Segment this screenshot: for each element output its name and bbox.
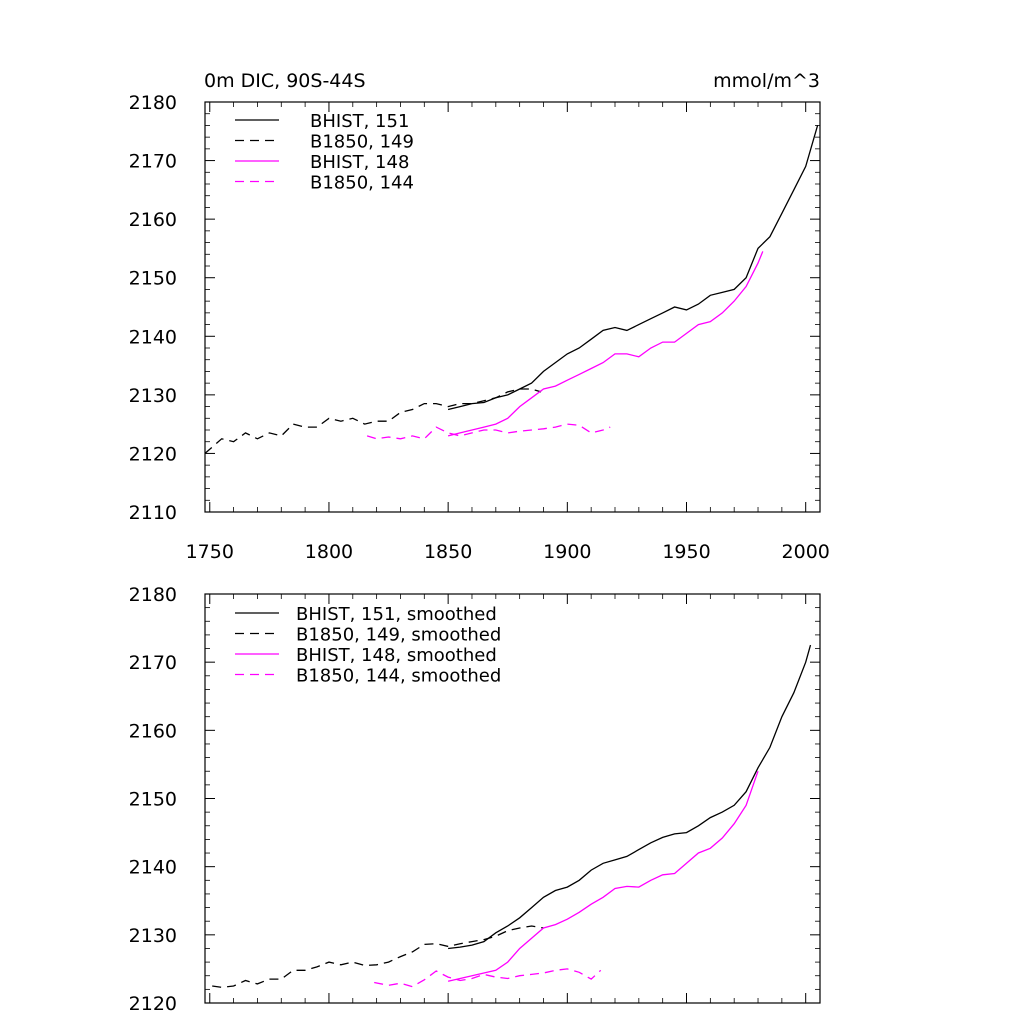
legend-entry: BHIST, 151, smoothed [296, 604, 497, 625]
series-line [447, 251, 764, 437]
y-tick-label: 2180 [129, 584, 177, 606]
y-tick-label: 2140 [129, 857, 177, 879]
series-line [447, 770, 759, 982]
x-tick-label: 1800 [305, 541, 353, 563]
x-tick-label: 2000 [782, 541, 830, 563]
y-tick-label: 2130 [129, 385, 177, 407]
plot-frame [204, 101, 821, 513]
y-tick-label: 2160 [129, 720, 177, 742]
x-tick-label: 1900 [543, 541, 591, 563]
y-tick-label: 2170 [129, 652, 177, 674]
chart-title-left: 0m DIC, 90S-44S [204, 70, 366, 92]
y-tick-label: 2130 [129, 925, 177, 947]
series-line [366, 423, 611, 440]
y-tick-label: 2150 [129, 268, 177, 290]
x-tick-label: 1850 [424, 541, 472, 563]
legend-entry: B1850, 144 [310, 173, 414, 194]
legend-entry: B1850, 144, smoothed [296, 666, 501, 687]
series-line [212, 925, 544, 988]
y-tick-label: 2180 [129, 92, 177, 114]
legend-entry: BHIST, 148 [310, 152, 409, 173]
legend-entry: BHIST, 151 [310, 111, 409, 132]
legend-entry: B1850, 149 [310, 132, 414, 153]
y-tick-label: 2140 [129, 326, 177, 348]
y-tick-label: 2160 [129, 209, 177, 231]
y-tick-label: 2120 [129, 443, 177, 465]
series-line [204, 388, 542, 454]
series-line [374, 968, 602, 988]
y-tick-label: 2110 [129, 502, 177, 524]
series-line [447, 125, 819, 411]
series-line [448, 644, 812, 950]
legend-entry: B1850, 149, smoothed [296, 625, 501, 646]
legend-entry: BHIST, 148, smoothed [296, 645, 497, 666]
y-tick-label: 2170 [129, 151, 177, 173]
y-tick-label: 2150 [129, 789, 177, 811]
x-tick-label: 1950 [662, 541, 710, 563]
chart-top-panel: 0m DIC, 90S-44S mmol/m^3 2110 2120 2130 214… [129, 70, 830, 563]
x-tick-label: 1750 [186, 541, 234, 563]
y-tick-label: 2120 [129, 993, 177, 1015]
chart-bottom-panel: 2120 2130 2140 2150 2160 2170 2180 BHIST, 151, … [129, 584, 821, 1015]
chart-units-label: mmol/m^3 [713, 70, 820, 92]
